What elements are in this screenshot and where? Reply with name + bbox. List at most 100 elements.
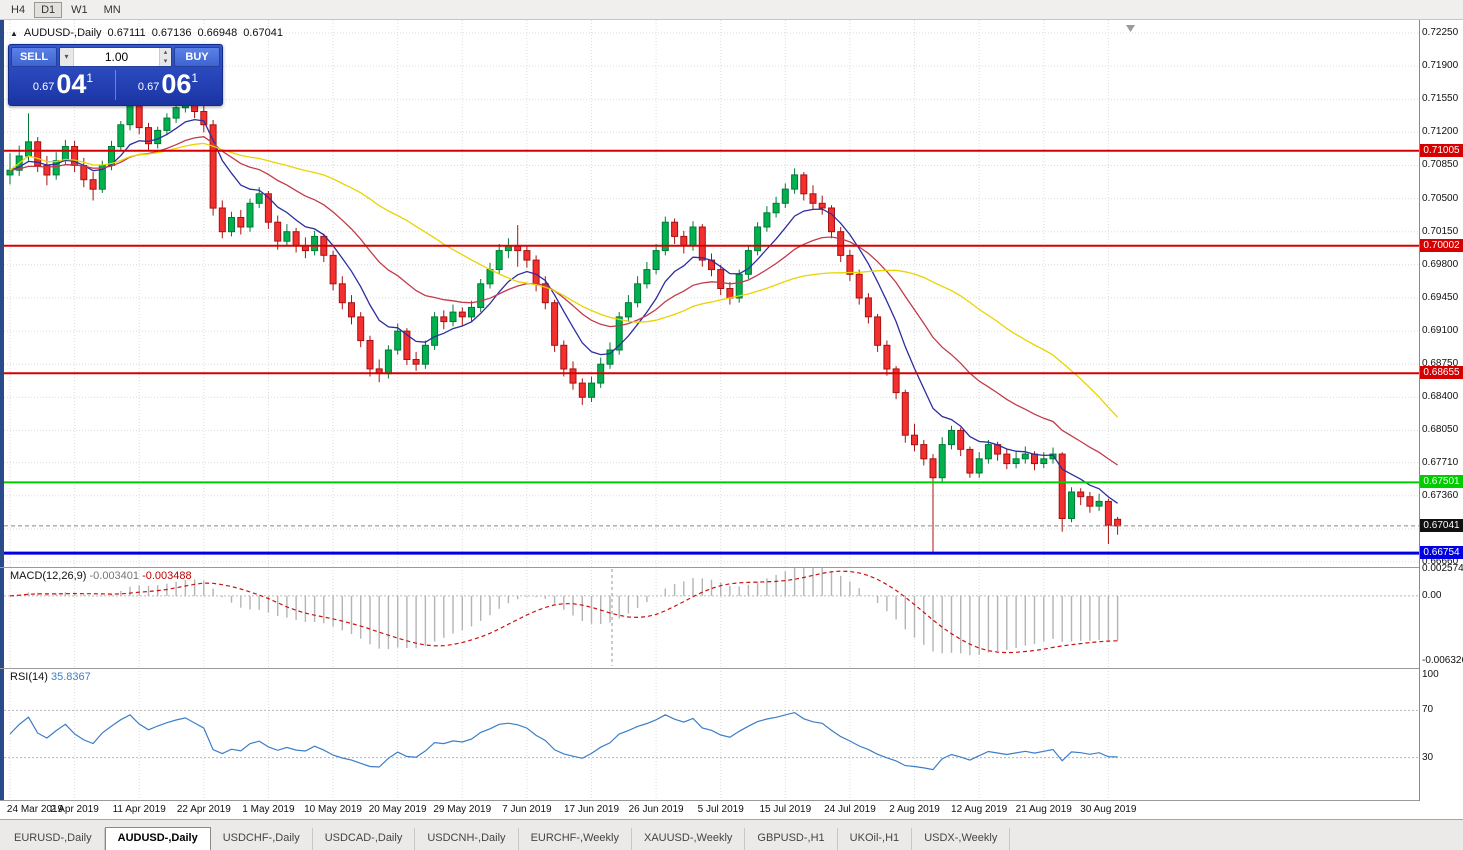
one-click-toggle-icon[interactable]: ▲ [10,28,18,38]
chart-tab-gbpusd[interactable]: GBPUSD-,H1 [745,828,838,850]
panel-separator[interactable] [0,668,1463,669]
date-axis-label: 20 May 2019 [368,804,427,815]
axis-separator [1419,20,1420,801]
date-axis-label: 21 Aug 2019 [1015,804,1072,815]
price-axis-label: 0.68400 [1422,391,1459,403]
date-axis-label: 30 Aug 2019 [1080,804,1137,815]
date-axis-label: 26 Jun 2019 [628,804,684,815]
window-border [0,20,4,818]
timeframe-button-mn[interactable]: MN [97,2,128,18]
candle [486,269,494,285]
candle [781,188,789,204]
price-axis-label: 0.70500 [1422,192,1459,204]
panel-separator [0,800,1463,801]
timeframe-button-d1[interactable]: D1 [34,1,63,18]
timeframe-button-w1[interactable]: W1 [64,2,95,18]
macd-panel[interactable] [4,566,1419,673]
price-axis-label: 0.68750 [1422,358,1459,370]
candle [495,250,503,271]
candle [237,217,245,228]
date-axis-label: 7 Jun 2019 [502,804,552,815]
rsi-axis-label: 70 [1422,704,1434,716]
candle [874,316,882,346]
candle [1068,491,1075,519]
buy-price-big: 06 [161,68,192,99]
price-axis-label: 0.67710 [1422,456,1459,468]
level-price-badge: 0.70002 [1420,238,1463,252]
chart-tab-eurusd[interactable]: EURUSD-,Daily [2,828,105,850]
panel-separator[interactable] [0,567,1463,568]
price-axis-label: 0.67360 [1422,489,1459,501]
price-chart[interactable] [4,20,1419,572]
rsi-label: RSI(14) [10,671,48,683]
candle [1003,453,1011,465]
rsi-header: RSI(14) 35.8367 [10,671,91,683]
chart-tab-eurchf[interactable]: EURCHF-,Weekly [519,828,632,850]
price-axis-label: 0.71200 [1422,126,1459,138]
price-axis-label: 0.69450 [1422,291,1459,303]
candle [837,231,845,256]
chart-tab-bar: EURUSD-,Daily AUDUSD-,Daily USDCHF-,Daily U… [0,819,1463,850]
candle [1077,491,1085,498]
timeframe-toolbar: H4 D1 W1 MN [0,0,1463,20]
candle [163,117,171,131]
date-axis-label: 17 Jun 2019 [563,804,620,815]
volume-input[interactable] [74,48,159,66]
spinner-up-icon[interactable]: ▴ [163,49,168,56]
ma-line-8 [9,118,1118,504]
ohlc-low: 0.66948 [197,27,238,39]
candle [643,269,651,285]
spinner-down-icon[interactable]: ▾ [163,58,168,65]
buy-price-quote[interactable]: 0.67 06 1 [116,68,220,100]
candle [754,226,762,252]
candle [948,429,955,446]
chart-tab-ukoil[interactable]: UKOil-,H1 [838,828,913,850]
rsi-line [9,711,1118,771]
rsi-panel[interactable] [4,668,1419,805]
price-axis-label: 0.70850 [1422,159,1459,171]
level-price-badge: 0.67501 [1420,475,1463,489]
chart-tab-xauusd[interactable]: XAUUSD-,Weekly [632,828,746,850]
candle [403,330,411,361]
sell-button[interactable]: SELL [11,47,57,67]
candle [966,448,974,474]
candle [421,344,429,365]
chart-tab-audusd[interactable]: AUDUSD-,Daily [104,827,211,850]
candle [145,127,152,145]
chart-tab-usdchf[interactable]: USDCHF-,Daily [211,828,313,850]
candle [818,202,826,209]
chart-tab-usdcad[interactable]: USDCAD-,Daily [313,828,416,850]
candle [311,235,319,252]
candle [892,368,900,394]
candle [772,202,780,214]
candle [883,344,891,370]
candle [126,105,134,126]
candle [154,129,162,145]
candle [6,169,14,176]
candle [440,316,448,323]
macd-header: MACD(12,26,9) -0.003401 -0.003488 [10,570,192,582]
candle [855,273,863,299]
buy-button[interactable]: BUY [174,47,220,67]
volume-spinner[interactable]: ▴ ▾ [159,48,171,66]
candle [384,349,392,375]
sell-price-quote[interactable]: 0.67 04 1 [11,70,115,100]
candle [744,250,752,275]
candle [929,458,937,479]
ma-line-34 [9,142,1119,418]
chart-tab-usdx[interactable]: USDX-,Weekly [912,828,1011,850]
chart-tab-usdcnh[interactable]: USDCNH-,Daily [415,828,519,850]
candle [394,330,402,351]
candle [541,283,549,304]
candle [283,231,291,242]
volume-control: ▾ ▴▾ [59,47,172,67]
date-axis-label: 15 Jul 2019 [759,804,812,815]
candle [680,235,688,247]
candle [800,174,808,195]
macd-axis-label: -0.0063260 [1422,655,1463,667]
volume-dropdown-icon[interactable]: ▾ [60,48,74,66]
candle [1095,500,1103,507]
macd-signal-line [9,570,1118,654]
timeframe-button-h4[interactable]: H4 [4,2,32,18]
sell-price-small: 0.67 [32,80,55,93]
